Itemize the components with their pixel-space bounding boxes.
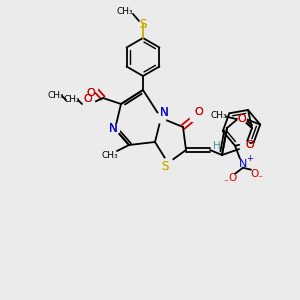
Text: CH₃: CH₃ (211, 111, 227, 120)
Text: S: S (161, 160, 169, 172)
Text: O: O (84, 94, 92, 104)
Text: O: O (250, 169, 258, 179)
Text: N: N (239, 159, 247, 169)
Text: O: O (195, 107, 203, 117)
Text: H: H (213, 141, 221, 151)
Circle shape (163, 158, 173, 168)
Text: ⁻: ⁻ (257, 175, 262, 185)
Text: O: O (195, 107, 203, 117)
Text: S: S (139, 17, 147, 31)
Text: S: S (139, 17, 147, 31)
Text: O: O (246, 140, 254, 150)
Text: O: O (228, 173, 236, 183)
Text: CH₃: CH₃ (117, 7, 133, 16)
Text: S: S (161, 160, 169, 172)
Text: N: N (160, 106, 168, 119)
Text: CH₃: CH₃ (102, 152, 118, 160)
Circle shape (190, 112, 200, 122)
Text: O: O (87, 88, 95, 98)
Text: N: N (109, 122, 117, 136)
Text: N: N (160, 106, 168, 119)
Text: O: O (87, 88, 95, 98)
Text: O: O (246, 140, 254, 150)
Text: O: O (238, 114, 247, 124)
Circle shape (238, 116, 246, 124)
Text: O: O (84, 94, 92, 104)
Circle shape (88, 82, 98, 92)
Circle shape (156, 113, 166, 123)
Text: CH₃: CH₃ (48, 91, 64, 100)
Text: N: N (109, 122, 117, 136)
Text: O: O (238, 114, 247, 124)
Circle shape (110, 124, 120, 134)
Circle shape (240, 142, 250, 152)
Text: +: + (247, 154, 254, 163)
Text: ⁻: ⁻ (224, 179, 229, 189)
Text: CH₂: CH₂ (64, 94, 80, 103)
Circle shape (85, 99, 95, 109)
